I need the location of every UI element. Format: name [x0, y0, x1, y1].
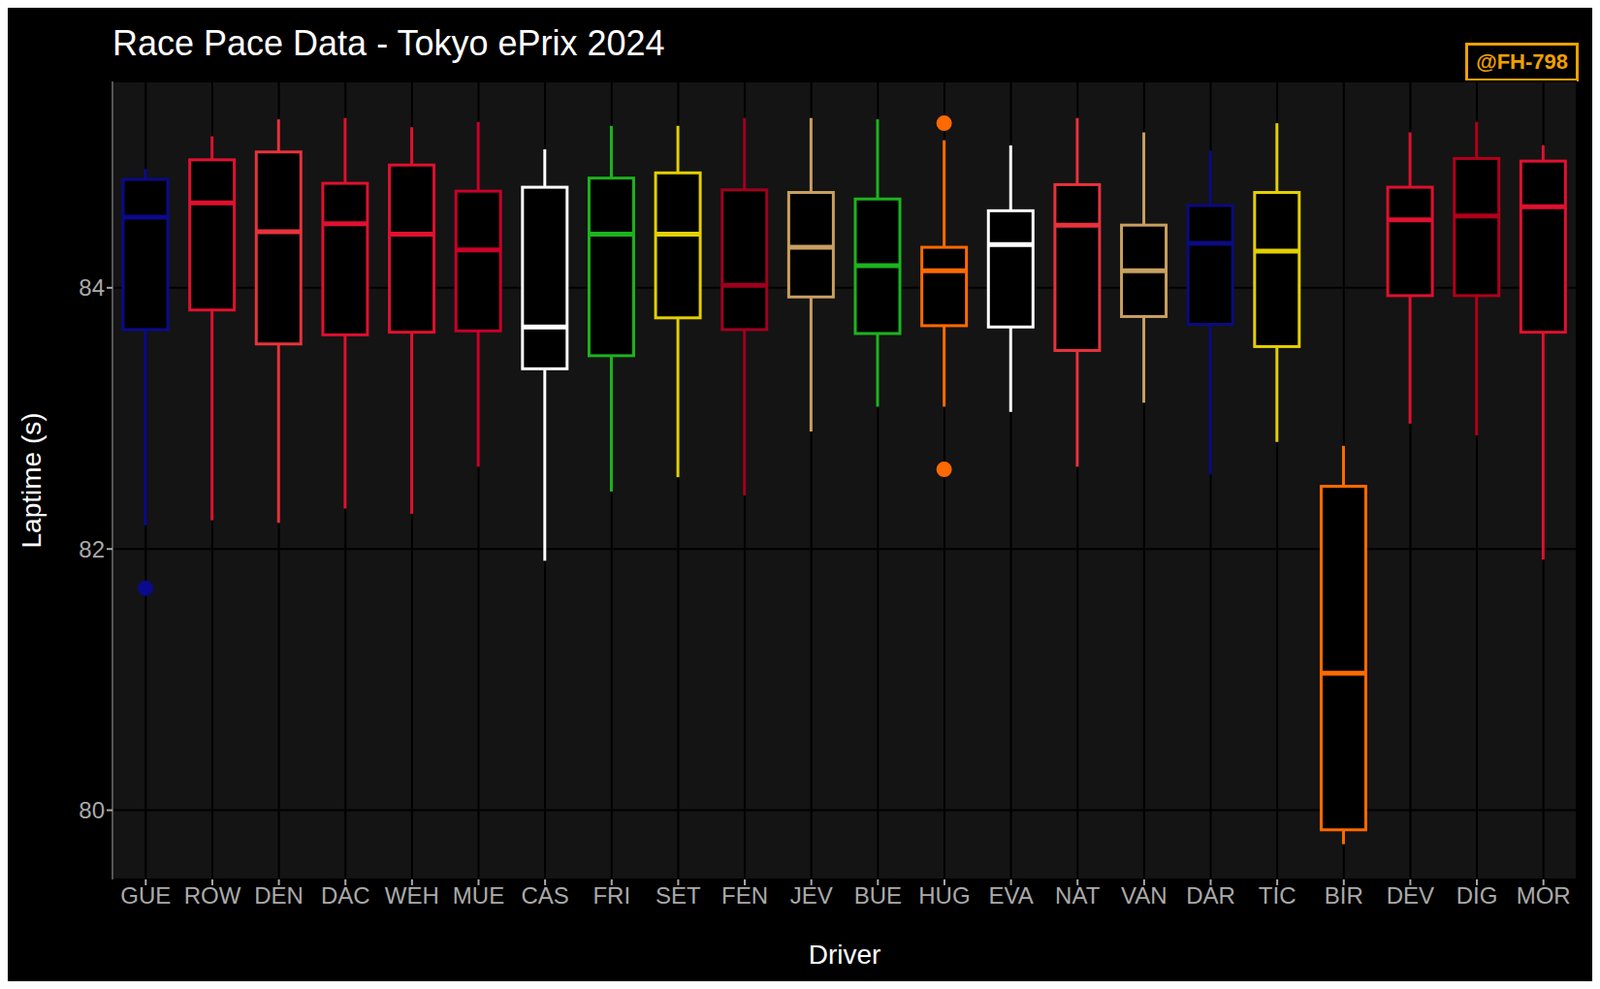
- html-text:Race Pace Data - Tokyo ePrix 2: Race Pace Data - Tokyo ePrix 2024: [112, 23, 665, 64]
- svg-text:NAT: NAT: [1055, 882, 1101, 909]
- svg-text:VAN: VAN: [1120, 882, 1168, 909]
- svg-text:DAC: DAC: [320, 882, 371, 909]
- svg-text:JEV: JEV: [790, 882, 833, 909]
- svg-text:DAR: DAR: [1185, 882, 1236, 909]
- svg-text:MOR: MOR: [1516, 882, 1571, 909]
- svg-text:ROW: ROW: [184, 882, 242, 909]
- svg-text:82: 82: [78, 536, 105, 563]
- html-text:@FH-798: @FH-798: [1476, 49, 1568, 74]
- svg-text:DEN: DEN: [254, 882, 304, 909]
- svg-text:DEV: DEV: [1386, 882, 1435, 909]
- svg-text:FRI: FRI: [592, 882, 631, 909]
- svg-text:TIC: TIC: [1258, 882, 1297, 909]
- svg-text:BUE: BUE: [854, 882, 902, 909]
- svg-text:FEN: FEN: [721, 882, 768, 909]
- svg-text:Driver: Driver: [808, 939, 882, 970]
- svg-text:CAS: CAS: [520, 882, 569, 909]
- svg-text:EVA: EVA: [988, 882, 1033, 909]
- svg-text:WEH: WEH: [384, 882, 440, 909]
- svg-text:HUG: HUG: [918, 882, 970, 909]
- svg-text:84: 84: [78, 274, 105, 301]
- svg-text:80: 80: [78, 797, 105, 824]
- svg-text:MUE: MUE: [452, 882, 505, 909]
- svg-text:Laptime (s): Laptime (s): [16, 412, 47, 548]
- svg-text:DIG: DIG: [1456, 882, 1499, 909]
- svg-text:BIR: BIR: [1324, 882, 1364, 909]
- svg-text:SET: SET: [655, 882, 702, 909]
- svg-text:GUE: GUE: [120, 882, 171, 909]
